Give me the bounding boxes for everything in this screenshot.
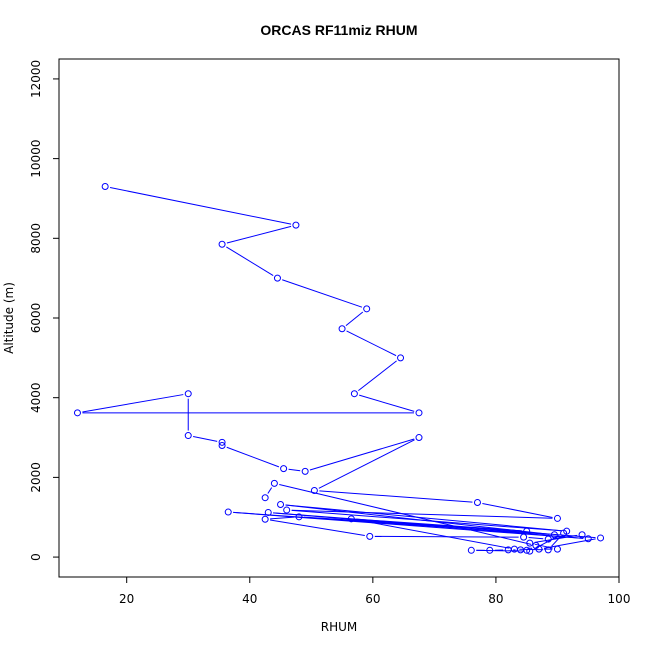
data-point	[532, 542, 540, 550]
data-point	[280, 465, 288, 473]
series-line-segment	[279, 484, 532, 545]
series-line-segment	[519, 548, 544, 551]
series-line-segment	[82, 394, 184, 413]
data-point	[473, 498, 481, 506]
data-point	[366, 532, 374, 540]
series-line-segment	[319, 490, 473, 503]
x-tick-label: 80	[488, 592, 503, 606]
data-point	[523, 527, 531, 535]
x-tick-label: 100	[608, 592, 631, 606]
series-line-segment	[553, 534, 578, 539]
data-point	[184, 390, 192, 398]
data-point	[295, 513, 303, 521]
data-point	[338, 325, 346, 333]
y-tick-label: 10000	[29, 140, 43, 178]
y-tick-label: 6000	[29, 303, 43, 334]
data-point	[544, 546, 552, 554]
data-point	[218, 442, 226, 450]
series-line-segment	[109, 187, 292, 225]
x-tick-label: 40	[242, 592, 257, 606]
data-point	[261, 494, 269, 502]
data-point	[218, 438, 226, 446]
series-line-segment	[193, 436, 218, 442]
data-point	[544, 535, 552, 543]
data-point	[310, 487, 318, 495]
data-point	[415, 409, 423, 417]
series-line-segment	[282, 279, 363, 308]
series-line-segment	[318, 439, 415, 489]
y-axis: 0 2000 4000 6000 8000 10000 12000	[29, 60, 60, 561]
data-point	[526, 547, 534, 555]
y-tick-label: 0	[29, 553, 43, 561]
data-point	[526, 539, 534, 547]
data-point	[101, 183, 109, 191]
series-line-segment	[270, 516, 295, 520]
data-point	[350, 390, 358, 398]
data-point	[273, 274, 281, 282]
data-point	[347, 515, 355, 523]
series-line-segment	[288, 468, 301, 472]
data-point	[73, 409, 81, 417]
series-line-segment	[346, 330, 397, 357]
data-point	[550, 531, 558, 539]
data-point	[520, 533, 528, 541]
series-line-segment	[226, 246, 274, 276]
data-point	[277, 500, 285, 508]
series-line-segment	[359, 394, 415, 412]
chart-title: ORCAS RF11miz RHUM	[260, 22, 417, 38]
series-line-segment	[226, 225, 292, 244]
data-point	[363, 305, 371, 313]
x-tick-label: 60	[365, 592, 380, 606]
data-point	[578, 531, 586, 539]
y-tick-label: 12000	[29, 60, 43, 98]
x-axis-label: RHUM	[321, 620, 358, 634]
data-point	[560, 529, 568, 537]
data-point	[517, 546, 525, 554]
data-point	[486, 546, 494, 554]
data-point	[553, 514, 561, 522]
series-line-segment	[482, 502, 553, 518]
data-point	[261, 515, 269, 523]
data-point	[184, 432, 192, 440]
y-tick-label: 2000	[29, 462, 43, 493]
series-line-segment	[528, 537, 544, 540]
series-line-segment	[285, 504, 562, 532]
y-tick-label: 4000	[29, 382, 43, 413]
series-line-segment	[551, 536, 561, 547]
data-point	[270, 479, 278, 487]
data-point	[292, 221, 300, 229]
series-line-segment	[356, 519, 510, 549]
plot-area	[73, 183, 605, 555]
series-line-segment	[543, 538, 596, 549]
data-point	[584, 535, 592, 543]
series-line-segment	[345, 311, 364, 327]
series-line-segment	[226, 446, 280, 468]
data-point	[397, 354, 405, 362]
series-line-segment	[356, 518, 522, 532]
x-tick-label: 20	[119, 592, 134, 606]
data-point	[264, 508, 272, 516]
data-point	[218, 240, 226, 248]
plot-frame	[58, 58, 620, 578]
data-point	[553, 545, 561, 553]
x-axis: 20 40 60 80 100	[119, 576, 631, 606]
data-point	[224, 508, 232, 516]
data-point	[523, 546, 531, 554]
data-point	[467, 546, 475, 554]
series-line-segment	[270, 519, 365, 537]
data-point	[504, 546, 512, 554]
y-tick-label: 8000	[29, 223, 43, 254]
series-line-segment	[267, 487, 273, 494]
data-point	[415, 434, 423, 442]
series-line-segment	[291, 509, 553, 519]
data-point	[301, 467, 309, 475]
data-point	[597, 534, 605, 542]
series-line-segment	[358, 360, 397, 392]
data-point	[283, 506, 291, 514]
series-line-segment	[309, 438, 415, 471]
y-axis-label: Altitude (m)	[2, 282, 16, 354]
